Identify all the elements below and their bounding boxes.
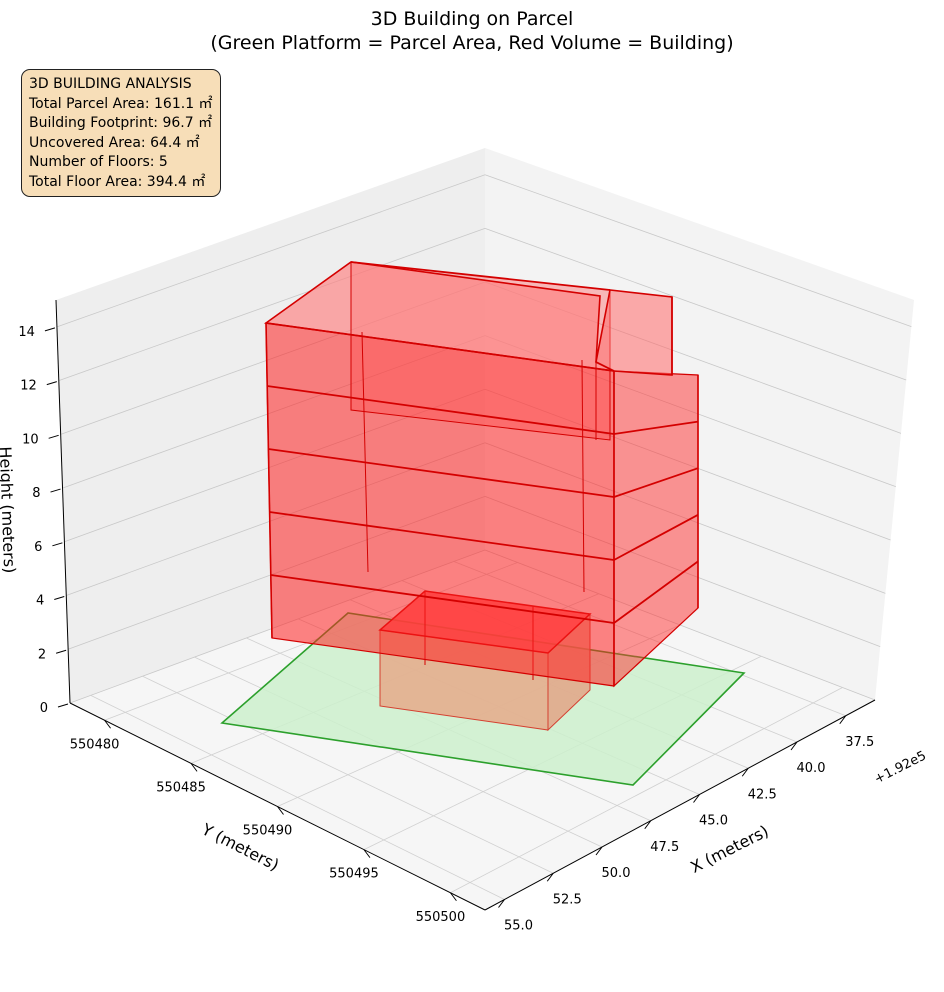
x-tick-label: 55.0 (504, 919, 533, 934)
x-tick-mark (498, 899, 505, 908)
axis-ticks: 0 2 4 6 8 10 12 14 550480 550485 550490 550495 55050… (18, 325, 874, 934)
info-uncovered: Uncovered Area: 64.4 ㎡ (29, 134, 200, 151)
z-tick-label: 14 (18, 325, 35, 340)
z-tick-mark (57, 703, 69, 708)
z-tick-mark (50, 488, 61, 493)
x-tick-mark (790, 741, 798, 751)
z-axis-label: Height (meters) (0, 446, 19, 574)
z-tick-mark (54, 596, 65, 601)
y-tick-mark (277, 806, 284, 815)
info-footprint: Building Footprint: 96.7 ㎡ (29, 115, 213, 131)
x-offset-label: +1.92e5 (872, 748, 929, 787)
floor-line (268, 448, 615, 498)
roof-ridge-line (350, 261, 611, 291)
y-tick-label: 550500 (416, 910, 466, 925)
z-tick-label: 2 (38, 647, 46, 662)
x-tick-label: 50.0 (602, 866, 631, 881)
x-tick-mark (546, 872, 554, 882)
z-tick-mark (46, 381, 57, 386)
z-tick-mark (44, 327, 56, 332)
building-roof-wing (595, 289, 673, 376)
floor-line (267, 385, 615, 435)
x-axis-label: X (meters) (687, 821, 771, 877)
info-floors: Number of Floors: 5 (29, 154, 168, 170)
x-tick-mark (595, 846, 603, 856)
z-axis-spine (55, 299, 71, 704)
z-tick-label: 8 (32, 486, 40, 501)
y-tick-label: 550485 (156, 780, 206, 795)
z-grid-line (484, 228, 907, 381)
x-tick-label: 40.0 (797, 761, 826, 776)
y-tick-label: 550480 (70, 737, 120, 752)
floor-line (613, 560, 699, 624)
floor-lines (267, 385, 699, 624)
x-tick-mark (693, 794, 700, 803)
z-grid-line (58, 228, 486, 381)
x-grid-line (142, 675, 554, 874)
z-tick-label: 0 (40, 701, 48, 716)
x-tick-mark (741, 767, 749, 777)
x-tick-label: 52.5 (553, 892, 582, 907)
z-tick-label: 6 (34, 540, 42, 555)
z-tick-mark (55, 649, 67, 654)
x-tick-mark (644, 820, 652, 830)
z-tick-label: 10 (22, 432, 39, 447)
z-grid-line (484, 174, 912, 328)
z-grid-line (56, 174, 486, 328)
analysis-info-box: 3D BUILDING ANALYSIS Total Parcel Area: … (21, 69, 221, 197)
x-tick-label: 47.5 (650, 840, 679, 855)
x-tick-label: 42.5 (748, 787, 777, 802)
y-tick-mark (450, 892, 457, 902)
info-floor-area: Total Floor Area: 394.4 ㎡ (29, 173, 206, 190)
y-tick-label: 550495 (329, 867, 379, 882)
info-parcel-area: Total Parcel Area: 161.1 ㎡ (29, 95, 213, 112)
z-tick-label: 4 (36, 594, 44, 609)
y-tick-mark (363, 849, 371, 858)
chart-subtitle: (Green Platform = Parcel Area, Red Volum… (210, 32, 733, 54)
z-tick-label: 12 (20, 379, 37, 394)
building-corner (265, 322, 273, 639)
x-axis-spine (484, 699, 876, 911)
y-tick-mark (190, 763, 198, 772)
x-tick-label: 37.5 (845, 735, 874, 750)
floor-line (613, 420, 699, 435)
z-tick-mark (52, 542, 63, 547)
x-tick-mark (839, 715, 847, 725)
floor-line (270, 574, 615, 624)
x-grid-line (90, 694, 505, 900)
z-tick-mark (48, 434, 59, 439)
y-tick-mark (104, 719, 111, 729)
building-corner (361, 331, 369, 573)
y-tick-label: 550490 (243, 824, 293, 839)
y-grid-line (450, 687, 843, 894)
x-tick-label: 45.0 (699, 814, 728, 829)
info-heading: 3D BUILDING ANALYSIS (29, 76, 192, 92)
roof-edge-line (265, 322, 615, 372)
main-building (263, 261, 699, 688)
floor-line (269, 511, 615, 561)
floor-line (613, 467, 699, 498)
chart-title: 3D Building on Parcel (371, 8, 574, 30)
floor-line (613, 514, 699, 561)
building-corner (581, 359, 585, 593)
